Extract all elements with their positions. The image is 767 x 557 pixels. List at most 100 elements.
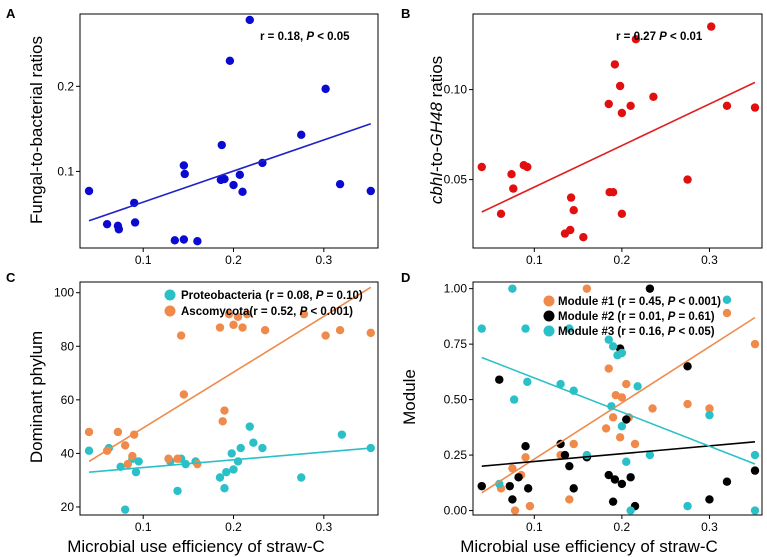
panel-c-legend: Proteobacteria (r = 0.08, P = 0.10) Ascom…	[164, 289, 363, 318]
panel-d-point-module-3	[626, 506, 635, 515]
panel-a-point-points	[180, 169, 189, 179]
panel-b-letter: B	[401, 6, 410, 21]
panel-c-point-ascomycota	[335, 326, 345, 335]
panel-c-fit-line	[88, 286, 372, 463]
panel-c-point-proteobacteria	[249, 438, 258, 447]
panel-c-ytick-label: 100	[54, 286, 74, 300]
panel-c-point-ascomycota	[84, 427, 94, 437]
panel-c-frame	[79, 281, 379, 516]
panel-c-xtick-label: 0.1	[135, 520, 152, 534]
panel-d-point-module-1	[683, 399, 692, 409]
panel-c-point-proteobacteria	[229, 465, 238, 474]
panel-c-point-proteobacteria	[131, 467, 141, 477]
panel-d-legend-module-2: Module #2 (r = 0.01, P = 0.61)	[558, 311, 715, 323]
panel-c-point-ascomycota	[176, 331, 186, 340]
panel-a-point-points	[84, 186, 94, 196]
panel-d-point-module-3	[582, 450, 592, 460]
panel-d-point-module-3	[722, 295, 732, 304]
panel-c-point-ascomycota	[113, 427, 123, 437]
panel-a-point-points	[229, 180, 238, 190]
panel-c-legend-ascomycota: Ascomycota(r = 0.52, P < 0.001)	[181, 306, 353, 318]
panel-a-plot: 0.1 0.2 0.3 0.1 0.2	[57, 13, 379, 267]
panel-d-point-module-1	[508, 464, 517, 473]
panel-d-fit-line	[481, 316, 756, 494]
panel-b-point-points	[496, 209, 506, 218]
panel-a-ylabel: Fungal-to-bacterial ratios	[27, 36, 46, 224]
panel-a-ytick-label: 0.1	[57, 164, 74, 178]
panel-d-legend-dot-module-1	[543, 295, 555, 307]
panel-d-point-module-1	[525, 501, 535, 511]
panel-d-point-module-3	[521, 324, 530, 333]
panel-a-point-points	[130, 218, 140, 227]
panel-b-point-points	[649, 92, 658, 102]
panel-b-point-points	[722, 101, 732, 111]
panel-b-point-points	[610, 60, 620, 69]
panel-c-point-ascomycota	[123, 459, 133, 469]
panel-d-point-module-2	[565, 461, 574, 471]
panel-d-legend-module-3: Module #3 (r = 0.16, P < 0.05)	[558, 326, 715, 338]
panel-c-point-proteobacteria	[236, 443, 245, 453]
panel-d-point-module-2	[722, 477, 732, 486]
panel-c-letter: C	[6, 270, 16, 285]
panel-d-point-module-1	[705, 404, 714, 413]
panel-d-point-module-3	[617, 348, 627, 358]
panel-b-xtick-label: 0.2	[614, 253, 631, 267]
panel-c-point-ascomycota	[218, 417, 227, 426]
panel-c-point-ascomycota	[215, 323, 225, 332]
panel-c-point-ascomycota	[242, 309, 252, 319]
panel-d-point-module-2	[560, 450, 570, 460]
panel-b-point-points	[683, 175, 692, 184]
panel-a-point-points	[335, 179, 345, 189]
panel-a-ytick-label: 0.2	[57, 79, 74, 93]
panel-c-point-proteobacteria	[173, 486, 182, 496]
panel-b-point-points	[604, 99, 613, 109]
panel-c-point-ascomycota	[224, 309, 234, 319]
panel-a-point-points	[102, 219, 112, 229]
panel-c-point-ascomycota	[173, 454, 182, 463]
panel-d-point-module-3	[633, 382, 642, 391]
panel-d-xtick-label: 0.2	[614, 520, 631, 534]
panel-d-point-module-2	[523, 484, 533, 493]
panel-b-ytick-label: 0.05	[444, 173, 468, 187]
panel-d-point-module-3	[565, 324, 574, 333]
panel-d-point-module-2	[622, 415, 631, 424]
panel-d-point-module-2	[626, 473, 635, 482]
panel-c-point-proteobacteria	[245, 422, 254, 431]
panel-d-letter: D	[401, 270, 410, 285]
panel-c-point-proteobacteria	[84, 446, 94, 455]
panel-b-frame	[472, 13, 763, 249]
panel-d-point-module-1	[615, 433, 625, 442]
panel-a-fit-line	[88, 123, 372, 222]
panel-d-ylabel: Module	[400, 369, 419, 425]
panel-b-point-points	[707, 22, 716, 31]
panel-d-point-module-3	[645, 450, 655, 460]
panel-c-point-ascomycota	[321, 331, 330, 340]
panel-d-legend-dot-module-3	[543, 325, 555, 337]
panel-d-point-module-3	[495, 479, 504, 489]
panel-b-point-points	[566, 225, 575, 235]
panel-a-point-points	[114, 225, 124, 234]
panel-d-point-module-2	[569, 484, 578, 493]
panel-d-point-module-2	[505, 481, 514, 491]
x-axis-label-right: Microbial use efficiency of straw-C	[460, 537, 718, 556]
panel-b-point-points	[566, 193, 576, 202]
panel-c-ytick-label: 80	[61, 339, 75, 353]
panel-b-point-points	[608, 188, 618, 197]
panel-d-point-module-2	[604, 470, 613, 480]
panel-b-point-points	[509, 184, 518, 193]
panel-a-xtick-label: 0.3	[315, 253, 332, 267]
panel-d-point-module-1	[521, 453, 530, 462]
panel-d-point-module-3	[608, 342, 618, 351]
panel-c-point-proteobacteria	[337, 430, 347, 439]
panel-c-point-ascomycota	[366, 328, 375, 338]
panel-c-legend-dot-ascomycota	[164, 305, 176, 317]
panel-b-point-points	[507, 170, 516, 179]
panel-d-point-module-2	[477, 481, 486, 491]
panel-d: D Module Module #1 (r = 0.45, P < 0.001)…	[400, 270, 721, 425]
panel-c-point-ascomycota	[128, 451, 137, 461]
panel-b-xtick-label: 0.3	[701, 253, 718, 267]
panel-d-point-module-2	[705, 495, 714, 504]
panel-d-point-module-2	[514, 473, 523, 482]
panel-d-ytick-label: 1.00	[444, 282, 468, 296]
panel-b-fit-line	[481, 81, 756, 213]
